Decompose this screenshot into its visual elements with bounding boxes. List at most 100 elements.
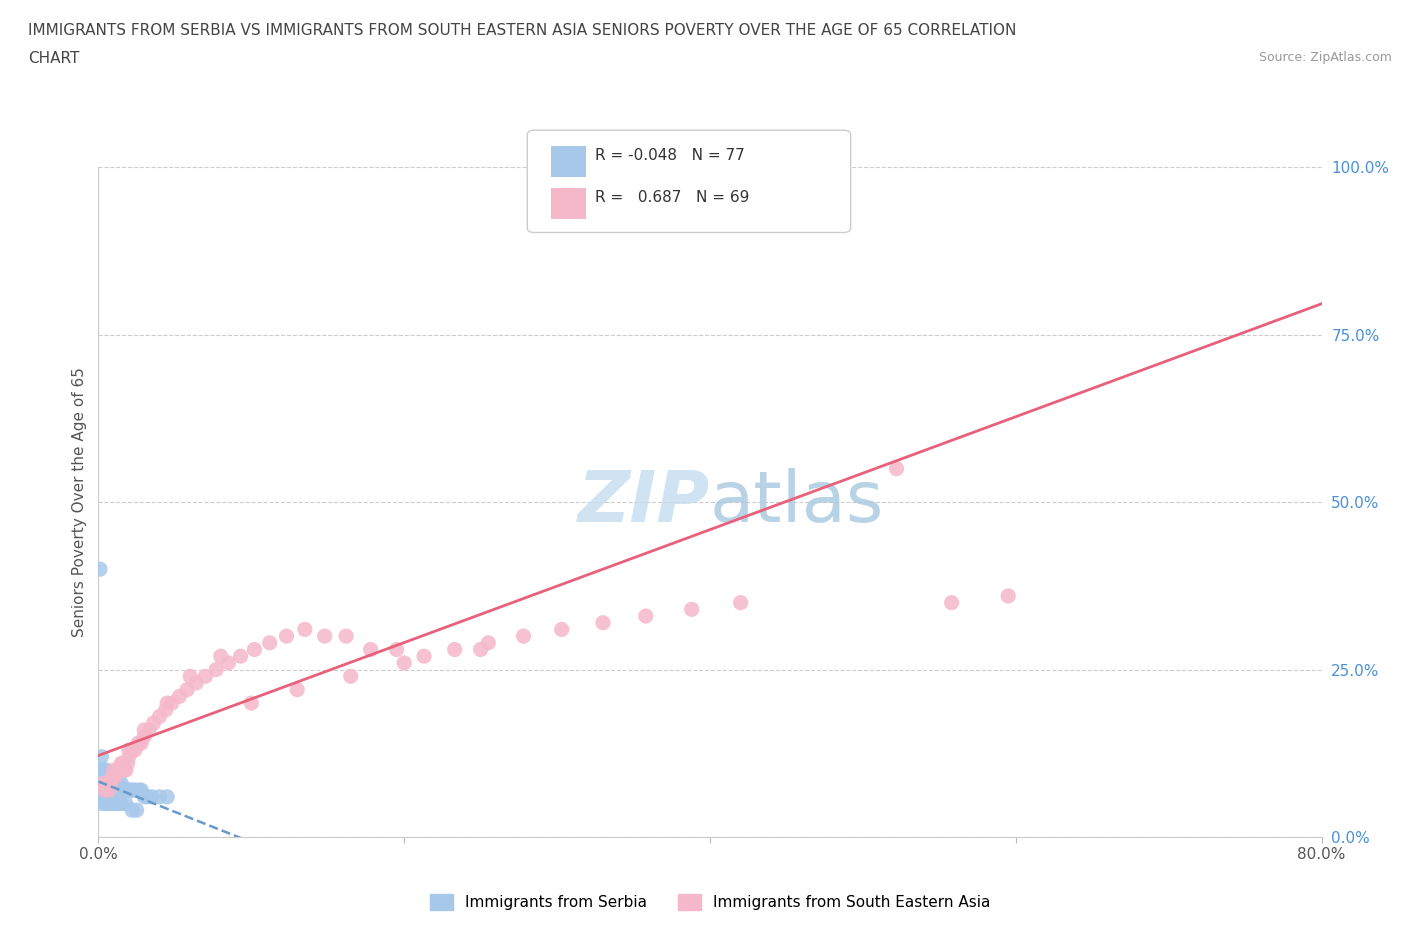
Point — [592, 616, 614, 631]
Point — [90, 776, 112, 790]
Point — [443, 642, 465, 657]
Point — [117, 783, 139, 798]
Point — [115, 783, 138, 798]
Point — [90, 783, 112, 798]
Point — [392, 656, 416, 671]
Point — [107, 796, 129, 811]
Point — [93, 783, 115, 798]
Point — [93, 763, 115, 777]
Point — [89, 562, 111, 577]
Point — [111, 783, 134, 798]
Point — [100, 790, 122, 804]
Point — [111, 756, 134, 771]
Point — [94, 776, 117, 790]
Point — [108, 783, 131, 798]
Point — [360, 642, 382, 657]
Point — [186, 675, 208, 690]
Point — [112, 763, 135, 777]
Point — [339, 669, 361, 684]
Point — [217, 656, 239, 671]
Point — [194, 669, 217, 684]
Point — [100, 796, 122, 811]
Point — [89, 763, 111, 777]
Point — [93, 783, 115, 798]
Point — [176, 683, 198, 698]
Point — [91, 790, 114, 804]
Point — [136, 790, 159, 804]
Point — [240, 696, 263, 711]
Point — [259, 635, 281, 650]
Text: R =   0.687   N = 69: R = 0.687 N = 69 — [595, 190, 749, 205]
Point — [90, 796, 112, 811]
Point — [129, 736, 152, 751]
Point — [105, 796, 128, 811]
Point — [89, 783, 111, 798]
Point — [93, 776, 115, 790]
Text: R = -0.048   N = 77: R = -0.048 N = 77 — [595, 148, 745, 163]
Point — [294, 622, 316, 637]
Point — [115, 796, 138, 811]
Point — [90, 750, 112, 764]
Point — [94, 790, 117, 804]
Point — [149, 790, 172, 804]
Point — [91, 776, 114, 790]
Point — [91, 790, 114, 804]
Point — [121, 803, 143, 817]
Point — [118, 742, 141, 757]
Point — [98, 796, 121, 811]
Point — [100, 776, 122, 790]
Point — [205, 662, 228, 677]
Point — [101, 790, 124, 804]
Point — [551, 622, 574, 637]
Point — [121, 742, 143, 757]
Point — [98, 790, 121, 804]
Point — [997, 589, 1019, 604]
Point — [110, 776, 132, 790]
Point — [730, 595, 752, 610]
Point — [93, 790, 115, 804]
Point — [209, 649, 232, 664]
Point — [120, 783, 142, 798]
Point — [101, 783, 124, 798]
Point — [124, 742, 146, 757]
Point — [314, 629, 336, 644]
Point — [141, 790, 163, 804]
Text: Source: ZipAtlas.com: Source: ZipAtlas.com — [1258, 51, 1392, 64]
Point — [94, 796, 117, 811]
Point — [97, 796, 120, 811]
Point — [91, 783, 114, 798]
Point — [413, 649, 436, 664]
Point — [127, 736, 149, 751]
Point — [94, 763, 117, 777]
Point — [156, 790, 179, 804]
Point — [832, 160, 855, 175]
Point — [160, 696, 183, 711]
Point — [97, 790, 120, 804]
Point — [128, 783, 150, 798]
Point — [108, 763, 131, 777]
Legend: Immigrants from Serbia, Immigrants from South Eastern Asia: Immigrants from Serbia, Immigrants from … — [423, 888, 997, 916]
Point — [118, 783, 141, 798]
Point — [243, 642, 266, 657]
Point — [681, 602, 703, 617]
Point — [103, 796, 125, 811]
Point — [103, 769, 125, 784]
Point — [470, 642, 492, 657]
Text: CHART: CHART — [28, 51, 80, 66]
Point — [122, 783, 145, 798]
Point — [105, 763, 128, 777]
Point — [104, 769, 127, 784]
Point — [512, 629, 534, 644]
Point — [90, 769, 112, 784]
Point — [97, 783, 120, 798]
Point — [477, 635, 499, 650]
Point — [107, 763, 129, 777]
Point — [97, 776, 120, 790]
Point — [155, 702, 177, 717]
Point — [98, 783, 121, 798]
Point — [89, 790, 111, 804]
Point — [110, 796, 132, 811]
Text: atlas: atlas — [710, 468, 884, 537]
Point — [134, 723, 156, 737]
Point — [91, 763, 114, 777]
